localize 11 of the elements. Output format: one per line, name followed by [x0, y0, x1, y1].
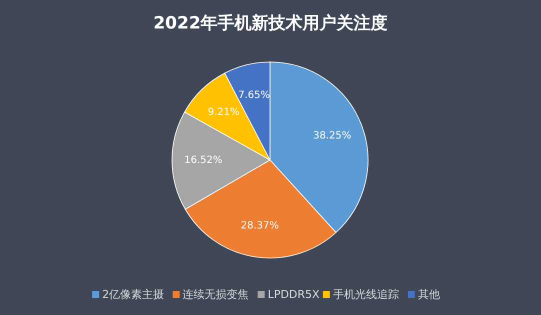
- data-label: 16.52%: [184, 155, 222, 166]
- legend-label: LPDDR5X: [268, 288, 320, 302]
- legend-label: 其他: [418, 288, 440, 302]
- chart-title: 2022年手机新技术用户关注度: [153, 14, 388, 34]
- data-label: 9.21%: [208, 106, 240, 118]
- data-label: 38.25%: [313, 130, 352, 142]
- data-label: 28.37%: [240, 220, 279, 232]
- data-label: 7.65%: [238, 90, 270, 102]
- legend-label: 手机光线追踪: [332, 288, 399, 302]
- legend-label: 2亿像素主摄: [102, 288, 164, 302]
- legend-label: 连续无损变焦: [182, 288, 249, 302]
